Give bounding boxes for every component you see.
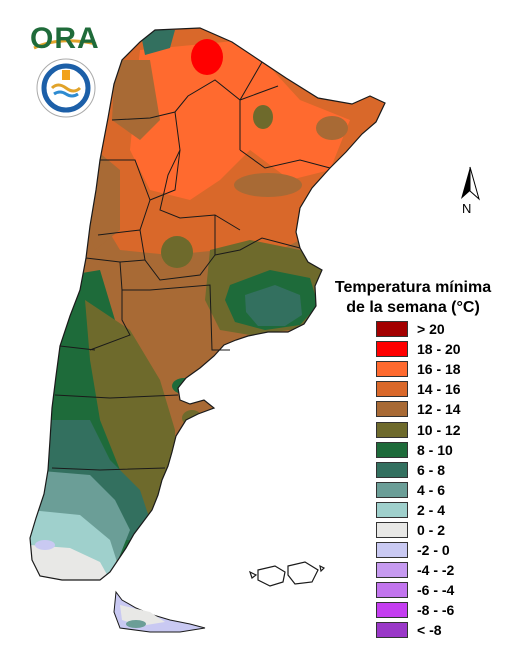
legend-item: -6 - -4	[376, 580, 461, 600]
legend-label: -2 - 0	[417, 542, 450, 559]
legend-item: -4 - -2	[376, 560, 461, 580]
legend-label: 10 - 12	[417, 421, 461, 438]
legend-swatch	[376, 321, 408, 338]
legend-swatch	[376, 542, 408, 559]
legend-swatch	[376, 461, 408, 478]
legend-swatch	[376, 421, 408, 438]
legend-swatch	[376, 582, 408, 599]
ora-logo: ORA	[30, 22, 100, 55]
legend-swatch	[376, 521, 408, 538]
legend-swatch	[376, 562, 408, 579]
legend-label: -6 - -4	[417, 582, 455, 599]
legend-label: < -8	[417, 622, 442, 639]
legend-item: -8 - -6	[376, 600, 461, 620]
legend-item: 6 - 8	[376, 460, 461, 480]
legend-label: -4 - -2	[417, 562, 455, 579]
legend-swatch	[376, 481, 408, 498]
legend-swatch	[376, 441, 408, 458]
islas-malvinas	[248, 561, 326, 587]
tierra-del-fuego	[113, 590, 206, 633]
legend: > 20 18 - 20 16 - 18 14 - 16 12 - 14 10 …	[376, 319, 461, 641]
north-label: N	[462, 201, 472, 216]
legend-item: 16 - 18	[376, 359, 461, 379]
legend-swatch	[376, 602, 408, 619]
legend-item: > 20	[376, 319, 461, 339]
legend-title-line2: de la semana (°C)	[346, 299, 480, 316]
legend-label: 16 - 18	[417, 361, 461, 378]
legend-label: 4 - 6	[417, 481, 446, 498]
legend-item: 2 - 4	[376, 500, 461, 520]
legend-swatch	[376, 401, 408, 418]
legend-title-line1: Temperatura mínima	[334, 279, 492, 296]
legend-label: 6 - 8	[417, 461, 446, 478]
inta-seal-logo	[36, 58, 96, 118]
legend-label: -8 - -6	[417, 602, 455, 619]
legend-item: 0 - 2	[376, 520, 461, 540]
legend-item: 18 - 20	[376, 339, 461, 359]
legend-item: -2 - 0	[376, 540, 461, 560]
legend-item: 8 - 10	[376, 440, 461, 460]
ora-logo-swoosh	[33, 39, 97, 50]
legend-item: 10 - 12	[376, 419, 461, 439]
legend-swatch	[376, 622, 408, 639]
legend-swatch	[376, 381, 408, 398]
legend-label: 0 - 2	[417, 521, 446, 538]
legend-item: < -8	[376, 620, 461, 640]
legend-label: 14 - 16	[417, 381, 461, 398]
legend-swatch	[376, 341, 408, 358]
legend-label: 8 - 10	[417, 441, 453, 458]
legend-item: 12 - 14	[376, 399, 461, 419]
legend-label: 2 - 4	[417, 501, 446, 518]
legend-item: 14 - 16	[376, 379, 461, 399]
legend-item: 4 - 6	[376, 480, 461, 500]
province-borders	[51, 61, 331, 471]
legend-label: 12 - 14	[417, 401, 461, 418]
legend-label: 18 - 20	[417, 341, 461, 358]
north-arrow-icon	[461, 166, 480, 201]
legend-swatch	[376, 501, 408, 518]
legend-swatch	[376, 361, 408, 378]
legend-title: Temperatura mínima de la semana (°C)	[318, 278, 508, 318]
legend-label: > 20	[417, 321, 445, 338]
